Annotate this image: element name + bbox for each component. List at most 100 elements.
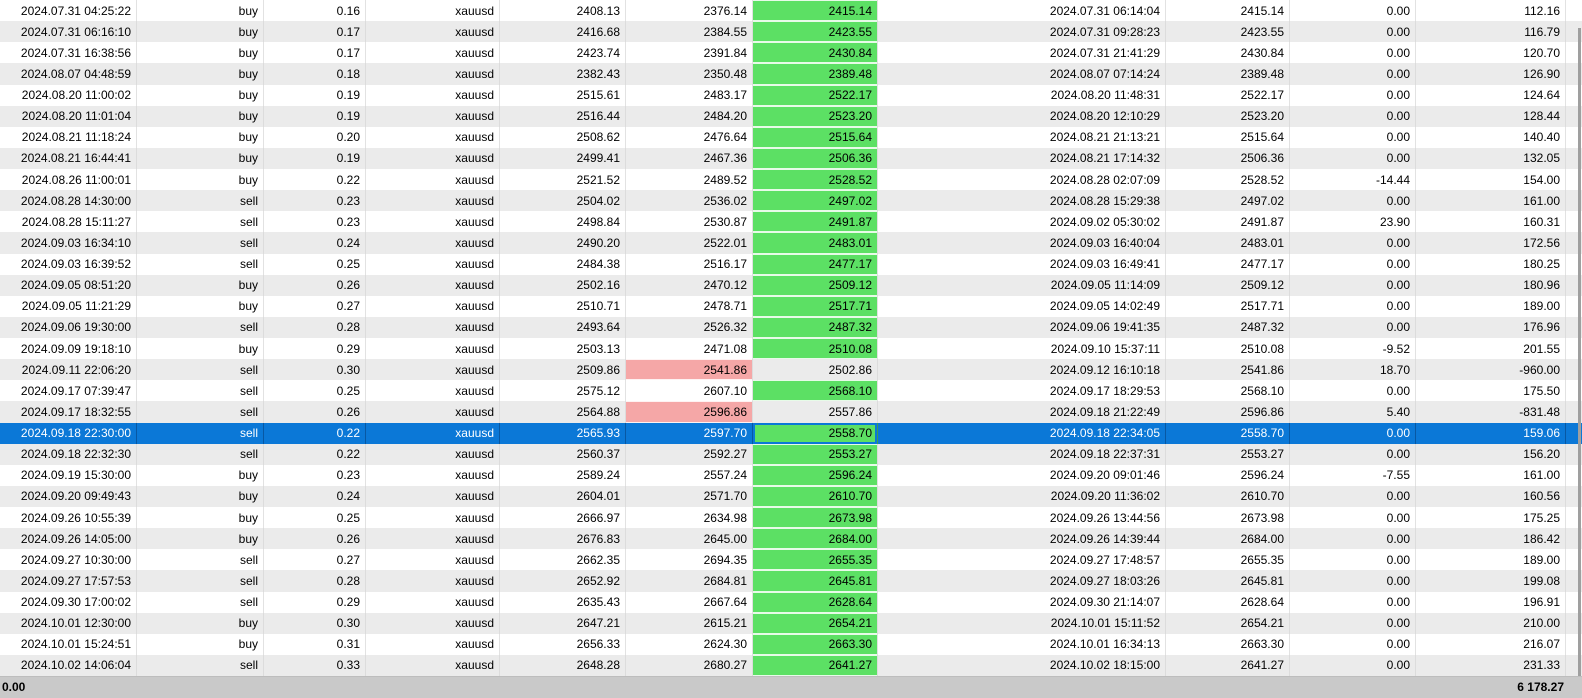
cell-stop-loss[interactable]: 2596.86 [626, 401, 753, 423]
cell-volume[interactable]: 0.23 [264, 190, 366, 212]
cell-close-time[interactable]: 2024.09.27 17:48:57 [878, 549, 1166, 571]
cell-close-time[interactable]: 2024.07.31 21:41:29 [878, 42, 1166, 64]
table-row[interactable]: 2024.08.20 11:01:04 buy 0.19 xauusd 2516.44 2… [0, 105, 1582, 127]
cell-close-price[interactable]: 2610.70 [1166, 485, 1290, 507]
cell-take-profit[interactable]: 2522.17 [753, 84, 878, 106]
cell-open-time[interactable]: 2024.08.28 15:11:27 [0, 211, 137, 233]
cell-close-time[interactable]: 2024.08.21 17:14:32 [878, 147, 1166, 169]
cell-volume[interactable]: 0.24 [264, 485, 366, 507]
cell-volume[interactable]: 0.29 [264, 591, 366, 613]
cell-symbol[interactable]: xauusd [366, 190, 500, 212]
cell-symbol[interactable]: xauusd [366, 21, 500, 43]
cell-stop-loss[interactable]: 2615.21 [626, 612, 753, 634]
cell-close-price[interactable]: 2541.86 [1166, 359, 1290, 381]
cell-profit[interactable]: 161.00 [1416, 190, 1566, 212]
cell-stop-loss[interactable]: 2624.30 [626, 633, 753, 655]
cell-close-time[interactable]: 2024.10.02 18:15:00 [878, 654, 1166, 676]
cell-open-price[interactable]: 2676.83 [500, 528, 626, 550]
cell-symbol[interactable]: xauusd [366, 84, 500, 106]
table-row[interactable]: 2024.08.28 15:11:27 sell 0.23 xauusd 2498.84… [0, 211, 1582, 233]
cell-take-profit[interactable]: 2663.30 [753, 633, 878, 655]
cell-take-profit[interactable]: 2684.00 [753, 528, 878, 550]
cell-take-profit[interactable]: 2654.21 [753, 612, 878, 634]
cell-open-time[interactable]: 2024.09.20 09:49:43 [0, 485, 137, 507]
cell-close-time[interactable]: 2024.08.28 15:29:38 [878, 190, 1166, 212]
cell-open-price[interactable]: 2604.01 [500, 485, 626, 507]
cell-close-time[interactable]: 2024.09.12 16:10:18 [878, 359, 1166, 381]
cell-symbol[interactable]: xauusd [366, 549, 500, 571]
cell-type[interactable]: sell [137, 443, 264, 465]
cell-close-price[interactable]: 2596.86 [1166, 401, 1290, 423]
cell-close-price[interactable]: 2641.27 [1166, 654, 1290, 676]
cell-type[interactable]: sell [137, 190, 264, 212]
cell-close-price[interactable]: 2477.17 [1166, 253, 1290, 275]
cell-type[interactable]: sell [137, 654, 264, 676]
cell-open-price[interactable]: 2666.97 [500, 507, 626, 529]
cell-close-time[interactable]: 2024.09.05 14:02:49 [878, 295, 1166, 317]
cell-take-profit[interactable]: 2553.27 [753, 443, 878, 465]
cell-volume[interactable]: 0.17 [264, 42, 366, 64]
cell-open-time[interactable]: 2024.09.26 14:05:00 [0, 528, 137, 550]
cell-close-price[interactable]: 2528.52 [1166, 169, 1290, 191]
cell-volume[interactable]: 0.27 [264, 549, 366, 571]
cell-swap[interactable]: 0.00 [1290, 591, 1416, 613]
cell-volume[interactable]: 0.30 [264, 359, 366, 381]
table-row[interactable]: 2024.07.31 06:16:10 buy 0.17 xauusd 2416.68 2… [0, 21, 1582, 43]
cell-volume[interactable]: 0.31 [264, 633, 366, 655]
table-row[interactable]: 2024.09.09 19:18:10 buy 0.29 xauusd 2503.13 2… [0, 338, 1582, 360]
cell-take-profit[interactable]: 2483.01 [753, 232, 878, 254]
cell-close-price[interactable]: 2673.98 [1166, 507, 1290, 529]
cell-symbol[interactable]: xauusd [366, 612, 500, 634]
cell-volume[interactable]: 0.27 [264, 295, 366, 317]
cell-symbol[interactable]: xauusd [366, 295, 500, 317]
cell-close-time[interactable]: 2024.08.21 21:13:21 [878, 126, 1166, 148]
trade-history-table[interactable]: 2024.07.31 04:25:22 buy 0.16 xauusd 2408.13 2… [0, 0, 1582, 676]
cell-close-price[interactable]: 2415.14 [1166, 0, 1290, 22]
cell-volume[interactable]: 0.16 [264, 0, 366, 22]
cell-take-profit[interactable]: 2517.71 [753, 295, 878, 317]
cell-open-price[interactable]: 2564.88 [500, 401, 626, 423]
cell-open-time[interactable]: 2024.08.26 11:00:01 [0, 169, 137, 191]
cell-open-time[interactable]: 2024.07.31 06:16:10 [0, 21, 137, 43]
table-row[interactable]: 2024.09.17 18:32:55 sell 0.26 xauusd 2564.88… [0, 401, 1582, 423]
cell-symbol[interactable]: xauusd [366, 169, 500, 191]
cell-profit[interactable]: 176.96 [1416, 316, 1566, 338]
cell-open-price[interactable]: 2565.93 [500, 422, 626, 444]
cell-close-time[interactable]: 2024.09.18 22:37:31 [878, 443, 1166, 465]
cell-stop-loss[interactable]: 2376.14 [626, 0, 753, 22]
cell-volume[interactable]: 0.33 [264, 654, 366, 676]
cell-swap[interactable]: 0.00 [1290, 232, 1416, 254]
cell-open-time[interactable]: 2024.08.21 16:44:41 [0, 147, 137, 169]
cell-close-time[interactable]: 2024.09.18 22:34:05 [878, 422, 1166, 444]
cell-volume[interactable]: 0.30 [264, 612, 366, 634]
table-row[interactable]: 2024.09.05 11:21:29 buy 0.27 xauusd 2510.71 2… [0, 295, 1582, 317]
cell-type[interactable]: sell [137, 359, 264, 381]
cell-symbol[interactable]: xauusd [366, 507, 500, 529]
cell-profit[interactable]: 154.00 [1416, 169, 1566, 191]
cell-take-profit[interactable]: 2558.70 [753, 422, 878, 444]
cell-symbol[interactable]: xauusd [366, 633, 500, 655]
cell-open-time[interactable]: 2024.09.18 22:32:30 [0, 443, 137, 465]
cell-open-price[interactable]: 2484.38 [500, 253, 626, 275]
cell-stop-loss[interactable]: 2597.70 [626, 422, 753, 444]
cell-volume[interactable]: 0.23 [264, 464, 366, 486]
cell-close-time[interactable]: 2024.10.01 15:11:52 [878, 612, 1166, 634]
cell-close-time[interactable]: 2024.09.20 09:01:46 [878, 464, 1166, 486]
table-row[interactable]: 2024.09.18 22:32:30 sell 0.22 xauusd 2560.37… [0, 443, 1582, 465]
table-row[interactable]: 2024.09.19 15:30:00 buy 0.23 xauusd 2589.24 2… [0, 464, 1582, 486]
cell-open-time[interactable]: 2024.09.11 22:06:20 [0, 359, 137, 381]
cell-take-profit[interactable]: 2389.48 [753, 63, 878, 85]
cell-take-profit[interactable]: 2497.02 [753, 190, 878, 212]
table-row[interactable]: 2024.10.01 12:30:00 buy 0.30 xauusd 2647.21 2… [0, 612, 1582, 634]
cell-open-price[interactable]: 2575.12 [500, 380, 626, 402]
vertical-scrollbar[interactable] [1569, 0, 1582, 676]
cell-swap[interactable]: 0.00 [1290, 0, 1416, 22]
cell-symbol[interactable]: xauusd [366, 0, 500, 22]
cell-close-time[interactable]: 2024.09.05 11:14:09 [878, 274, 1166, 296]
table-row[interactable]: 2024.09.03 16:39:52 sell 0.25 xauusd 2484.38… [0, 253, 1582, 275]
cell-profit[interactable]: 161.00 [1416, 464, 1566, 486]
cell-type[interactable]: sell [137, 380, 264, 402]
table-row[interactable]: 2024.09.06 19:30:00 sell 0.28 xauusd 2493.64… [0, 316, 1582, 338]
cell-stop-loss[interactable]: 2471.08 [626, 338, 753, 360]
cell-volume[interactable]: 0.22 [264, 422, 366, 444]
